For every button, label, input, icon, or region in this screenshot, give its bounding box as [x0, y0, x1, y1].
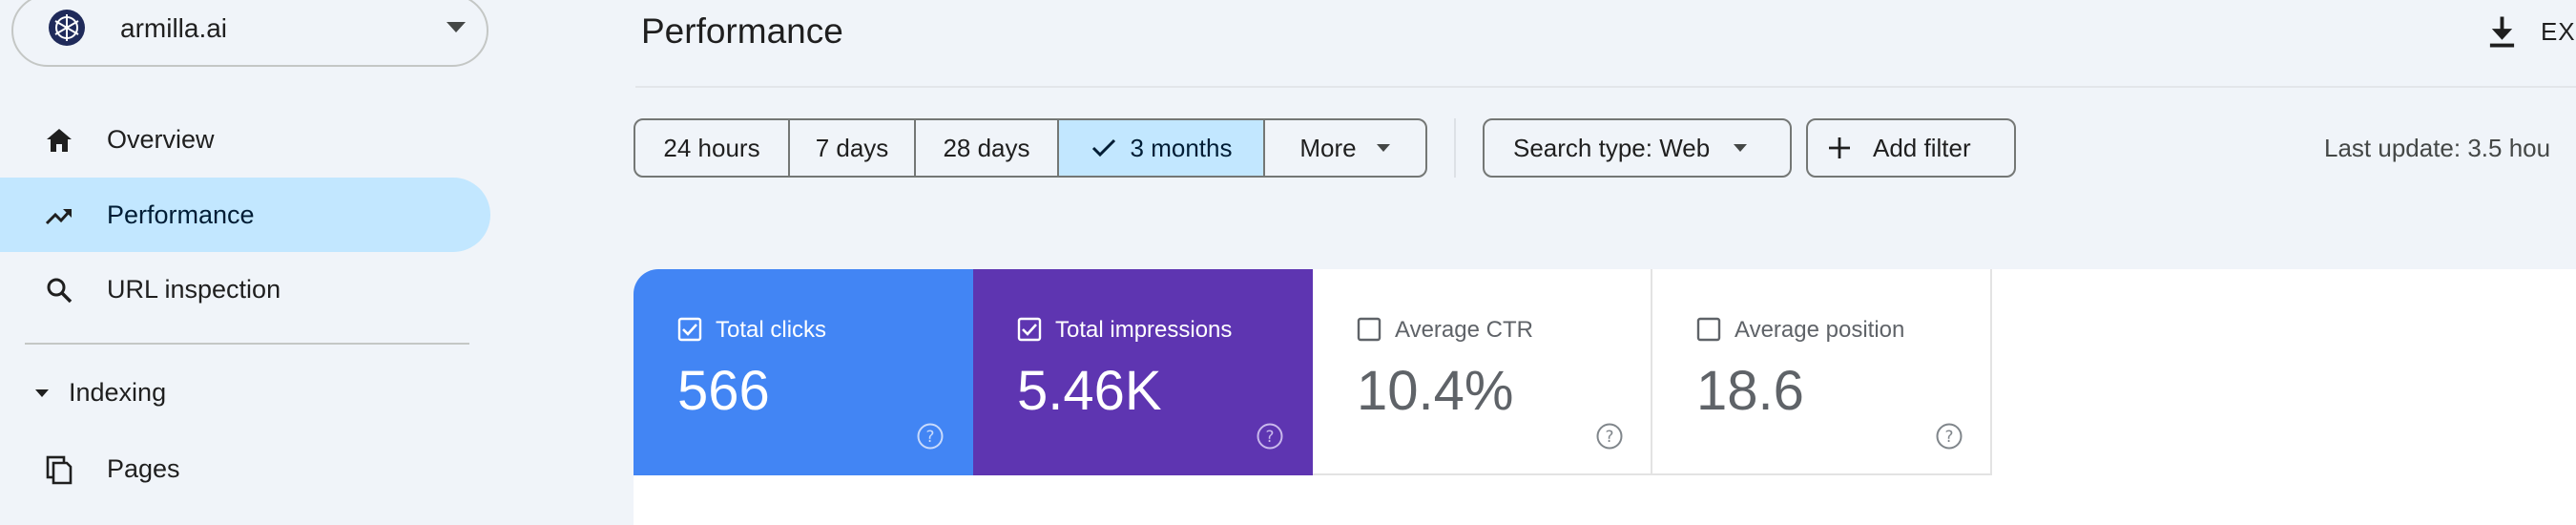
sidebar-divider — [25, 343, 469, 345]
metric-label: Average position — [1735, 317, 1905, 343]
metric-label: Total impressions — [1055, 317, 1233, 343]
help-icon[interactable]: ? — [1935, 422, 1963, 451]
chevron-down-icon — [447, 22, 466, 32]
plus-icon — [1829, 137, 1850, 158]
metric-value: 18.6 — [1696, 360, 1804, 422]
sidebar-item-label: Pages — [107, 454, 180, 483]
help-icon[interactable]: ? — [916, 422, 945, 451]
date-range-more-dropdown[interactable]: More — [1265, 120, 1425, 176]
svg-text:?: ? — [1944, 428, 1953, 447]
date-range-3-months[interactable]: 3 months — [1059, 120, 1265, 176]
armilla-logo-icon — [49, 10, 85, 46]
sidebar: armilla.ai Overview Performance URL ins — [0, 0, 496, 525]
svg-text:?: ? — [925, 428, 934, 447]
date-range-selector: 24 hours 7 days 28 days 3 months More — [634, 118, 1427, 178]
sidebar-item-label: Overview — [107, 125, 215, 154]
help-icon[interactable]: ? — [1595, 422, 1624, 451]
search-type-dropdown[interactable]: Search type: Web — [1483, 118, 1792, 178]
export-button[interactable]: EXP — [2479, 8, 2576, 55]
caret-down-icon — [1734, 144, 1748, 152]
caret-down-icon — [35, 389, 49, 397]
sidebar-section-label: Indexing — [69, 378, 167, 407]
last-update-text: Last update: 3.5 hou — [2324, 134, 2551, 162]
date-range-label: More — [1299, 133, 1357, 162]
sidebar-item-performance[interactable]: Performance — [0, 178, 490, 252]
metric-card-average-position[interactable]: Average position 18.6 ? — [1652, 269, 1992, 475]
pages-icon — [46, 455, 73, 485]
download-icon — [2489, 16, 2515, 48]
date-range-label: 24 hours — [663, 133, 760, 162]
sidebar-item-overview[interactable]: Overview — [0, 102, 490, 177]
metric-value: 10.4% — [1357, 360, 1514, 422]
export-label: EXP — [2540, 16, 2576, 46]
svg-text:?: ? — [1265, 428, 1274, 447]
date-range-28-days[interactable]: 28 days — [916, 120, 1059, 176]
metric-label: Total clicks — [716, 317, 827, 343]
date-range-label: 7 days — [815, 133, 889, 162]
sidebar-item-label: URL inspection — [107, 275, 281, 304]
date-range-24-hours[interactable]: 24 hours — [635, 120, 790, 176]
sidebar-item-pages[interactable]: Pages — [0, 431, 490, 506]
toolbar-separator — [1454, 118, 1456, 178]
page-title: Performance — [641, 11, 843, 51]
property-name: armilla.ai — [120, 13, 228, 43]
date-range-7-days[interactable]: 7 days — [790, 120, 916, 176]
add-filter-button[interactable]: Add filter — [1806, 118, 2016, 178]
add-filter-label: Add filter — [1873, 133, 1971, 162]
metrics-panel: Total clicks 566 ? Total impressions 5.4… — [634, 269, 2576, 525]
help-icon[interactable]: ? — [1256, 422, 1284, 451]
checkbox-checked-icon[interactable] — [1017, 317, 1042, 342]
search-type-label: Search type: Web — [1513, 133, 1711, 162]
sidebar-item-label: Performance — [107, 200, 255, 229]
header-divider — [635, 86, 2576, 88]
checkbox-unchecked-icon[interactable] — [1357, 317, 1381, 342]
date-range-label: 3 months — [1130, 133, 1233, 162]
check-icon — [1091, 138, 1115, 158]
home-icon — [47, 129, 72, 152]
checkbox-checked-icon[interactable] — [677, 317, 702, 342]
trending-up-icon — [45, 208, 73, 225]
sidebar-section-indexing[interactable]: Indexing — [0, 365, 490, 418]
metric-card-total-impressions[interactable]: Total impressions 5.46K ? — [973, 269, 1313, 475]
property-selector[interactable]: armilla.ai — [11, 0, 488, 67]
metric-card-average-ctr[interactable]: Average CTR 10.4% ? — [1313, 269, 1652, 475]
caret-down-icon — [1376, 144, 1390, 152]
metric-value: 5.46K — [1017, 360, 1162, 422]
sidebar-item-url-inspection[interactable]: URL inspection — [0, 252, 490, 326]
svg-text:?: ? — [1605, 428, 1613, 447]
checkbox-unchecked-icon[interactable] — [1696, 317, 1721, 342]
search-icon — [47, 278, 73, 304]
metric-card-total-clicks[interactable]: Total clicks 566 ? — [634, 269, 973, 475]
metric-label: Average CTR — [1395, 317, 1533, 343]
date-range-label: 28 days — [943, 133, 1030, 162]
metric-value: 566 — [677, 360, 770, 422]
